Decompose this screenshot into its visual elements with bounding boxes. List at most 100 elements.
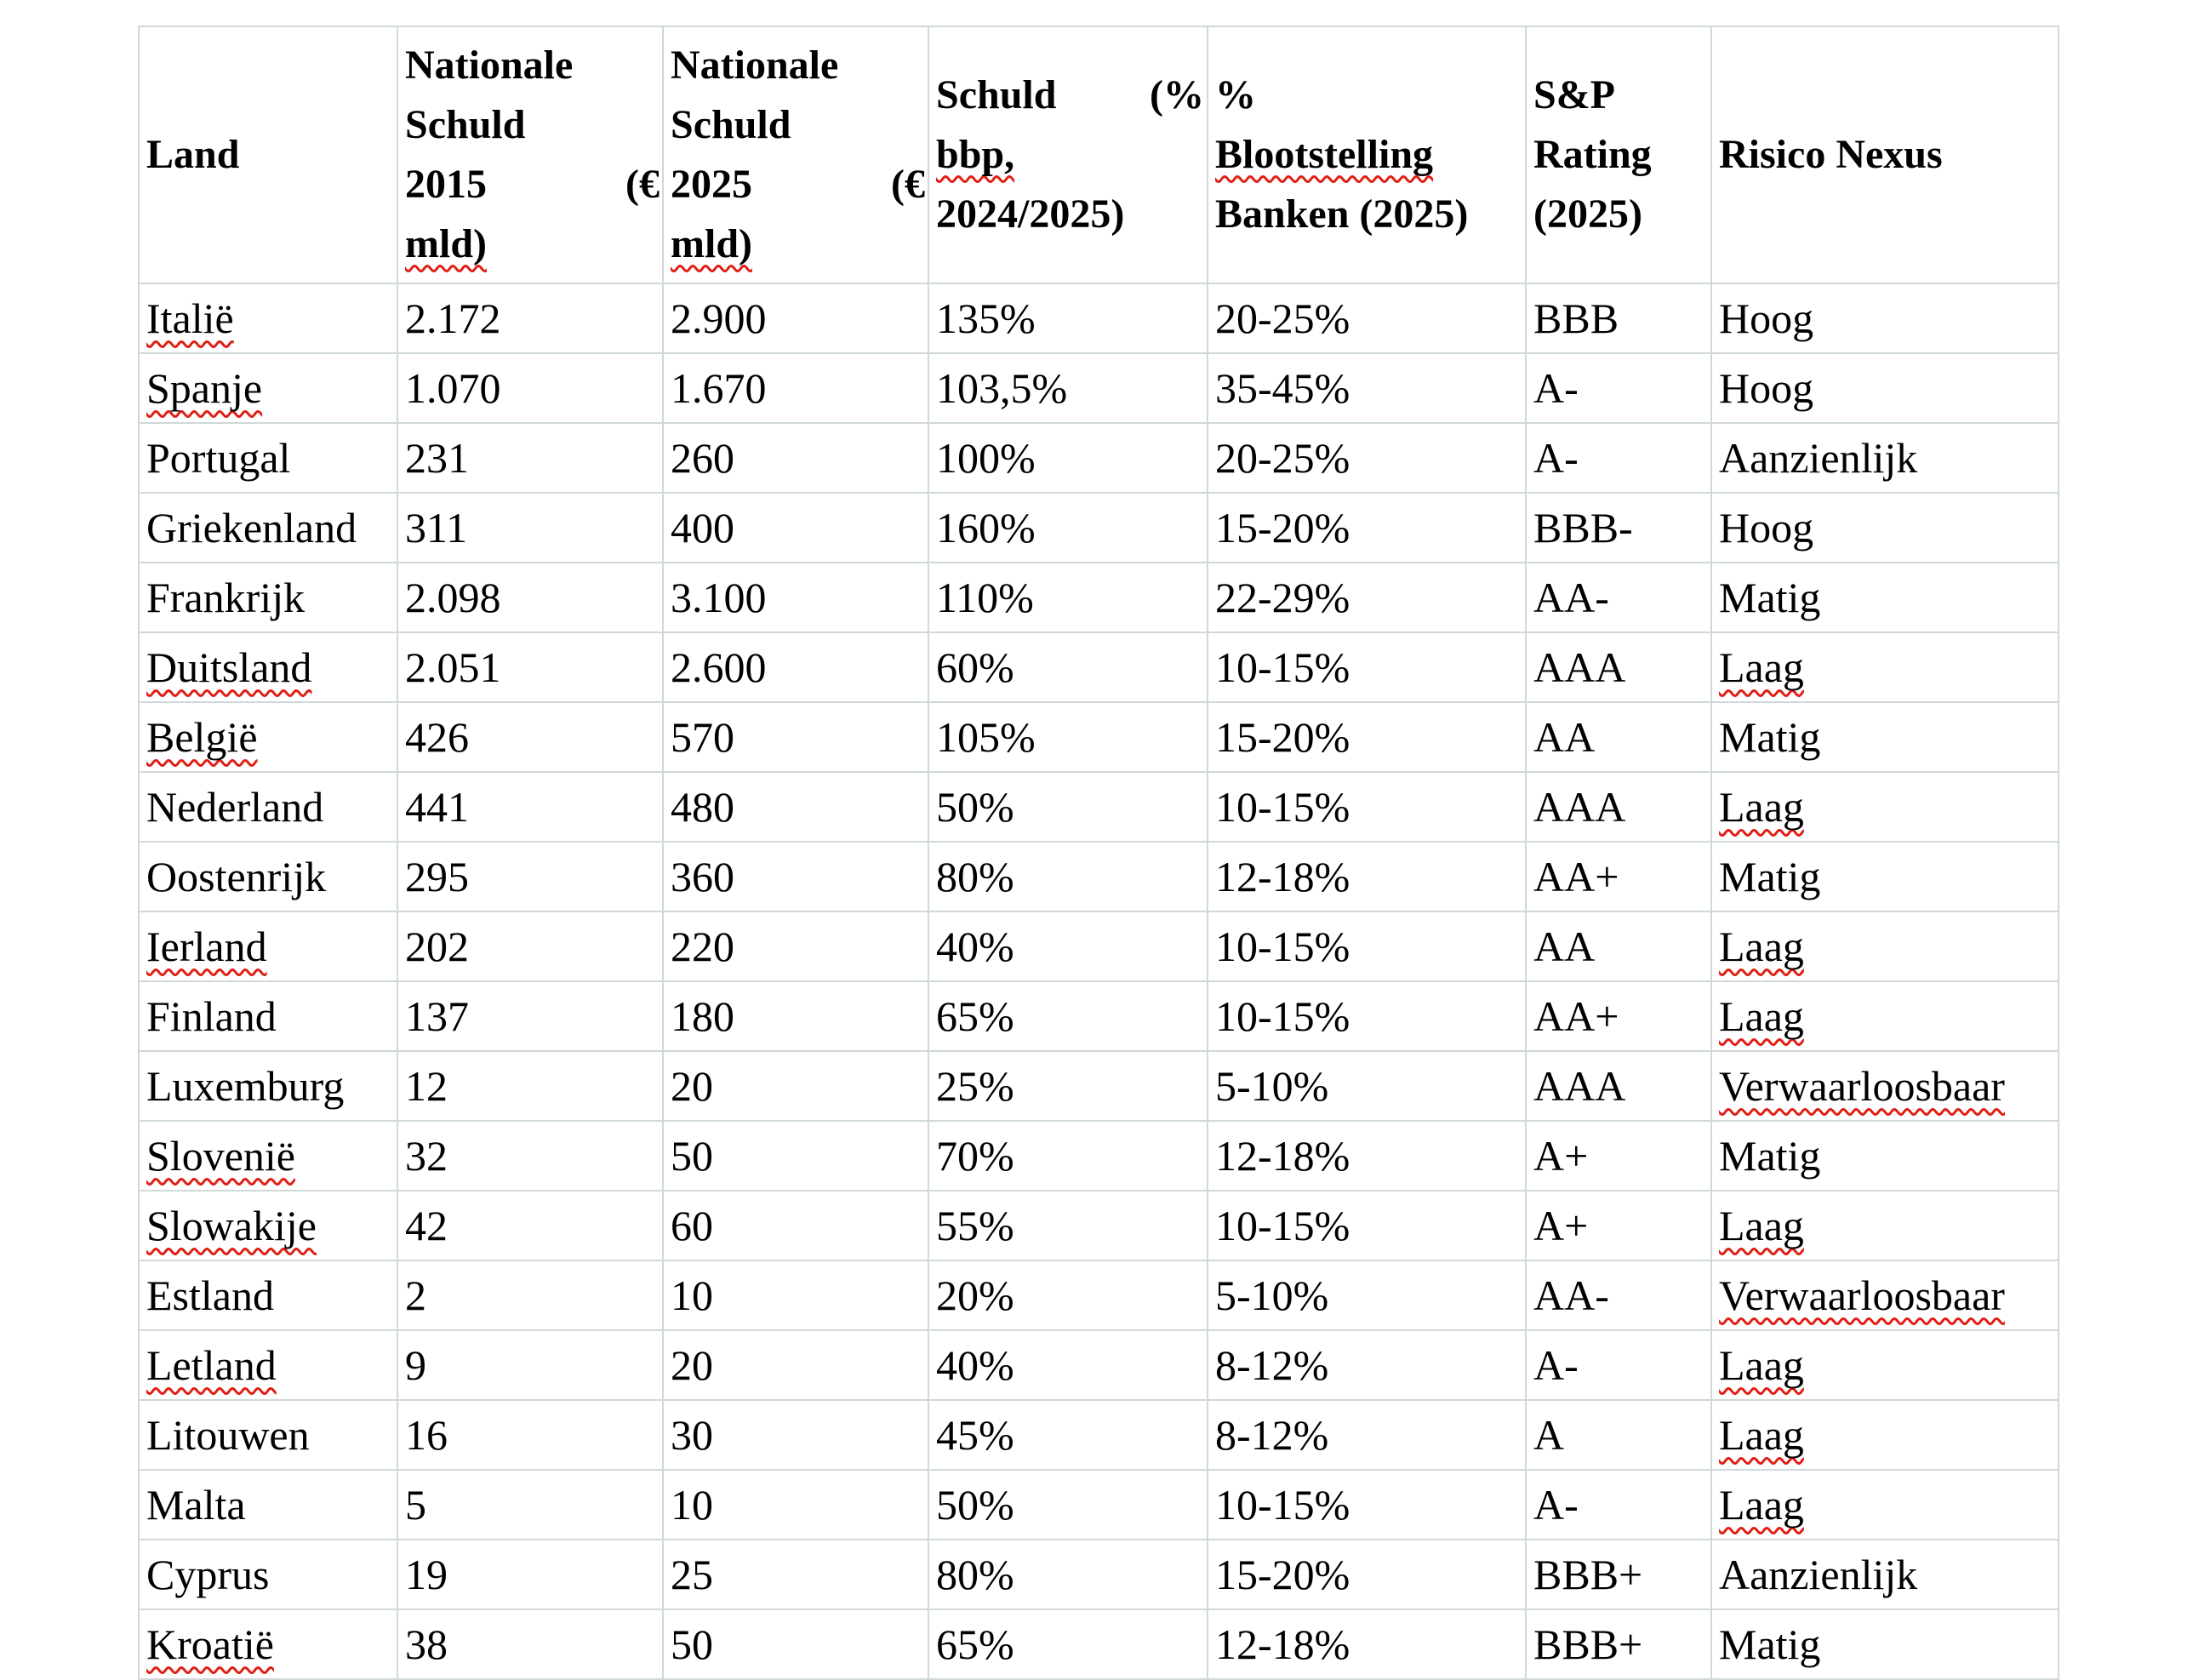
- country-cell: Nederland: [138, 771, 398, 843]
- risk-nexus-cell: Verwaarloosbaar: [1710, 1050, 2059, 1122]
- debt-2015-value: 441: [405, 783, 469, 831]
- document-page: Land Nationale Schuld 2015 (€ mld) Natio…: [138, 26, 2059, 1680]
- risk-nexus-value: Verwaarloosbaar: [1719, 1271, 2005, 1319]
- debt-gdp-cell: 65%: [928, 980, 1208, 1052]
- debt-2015-value: 2.172: [405, 294, 501, 342]
- header-line: mld): [405, 221, 487, 266]
- bank-exposure-value: 5-10%: [1215, 1271, 1329, 1319]
- country-label: Spanje: [146, 364, 263, 412]
- debt-2025-value: 10: [671, 1481, 713, 1529]
- sp-rating-value: AA-: [1533, 1271, 1609, 1319]
- header-line: 2024/2025): [936, 191, 1125, 237]
- debt-2025-cell: 400: [662, 492, 929, 563]
- country-cell: Frankrijk: [138, 562, 398, 633]
- country-label: Italië: [146, 294, 234, 342]
- table-row: Luxemburg 12 20 25% 5-10% AAA Verwaarloo…: [138, 1050, 2059, 1122]
- bank-exposure-value: 12-18%: [1215, 1620, 1350, 1668]
- table-row: Estland 2 10 20% 5-10% AA- Verwaarloosba…: [138, 1260, 2059, 1331]
- debt-2015-value: 2: [405, 1271, 426, 1319]
- debt-2015-value: 42: [405, 1202, 448, 1249]
- debt-2025-cell: 360: [662, 841, 929, 912]
- country-label: België: [146, 713, 258, 761]
- table-row: Portugal 231 260 100% 20-25% A- Aanzienl…: [138, 422, 2059, 494]
- header-line: 2015 (€: [405, 162, 660, 207]
- table-header: Land Nationale Schuld 2015 (€ mld) Natio…: [138, 26, 2059, 284]
- risk-nexus-value: Hoog: [1719, 504, 1814, 551]
- debt-gdp-cell: 20%: [928, 1260, 1208, 1331]
- debt-2025-cell: 2.600: [662, 631, 929, 703]
- sp-rating-value: A-: [1533, 1481, 1579, 1529]
- debt-2015-value: 9: [405, 1341, 426, 1389]
- country-label: Ierland: [146, 923, 267, 970]
- debt-2025-cell: 25: [662, 1539, 929, 1610]
- debt-2015-cell: 426: [397, 701, 664, 773]
- sp-rating-value: BBB+: [1533, 1620, 1643, 1668]
- risk-nexus-value: Hoog: [1719, 364, 1814, 412]
- debt-2025-cell: 30: [662, 1399, 929, 1471]
- risk-nexus-cell: Matig: [1710, 1120, 2059, 1191]
- debt-2015-cell: 2: [397, 1260, 664, 1331]
- risk-nexus-cell: Hoog: [1710, 352, 2059, 424]
- debt-gdp-cell: 55%: [928, 1190, 1208, 1261]
- debt-gdp-cell: 100%: [928, 422, 1208, 494]
- country-cell: Spanje: [138, 352, 398, 424]
- header-land: Land: [138, 26, 398, 284]
- debt-gdp-cell: 70%: [928, 1120, 1208, 1191]
- debt-2025-value: 50: [671, 1132, 713, 1180]
- risk-nexus-value: Aanzienlijk: [1719, 434, 1918, 482]
- table-row: Ierland 202 220 40% 10-15% AA Laag: [138, 911, 2059, 982]
- debt-2025-value: 400: [671, 504, 734, 551]
- debt-gdp-cell: 105%: [928, 701, 1208, 773]
- bank-exposure-value: 10-15%: [1215, 1481, 1350, 1529]
- sp-rating-value: BBB: [1533, 294, 1619, 342]
- header-line: 2025 (€: [671, 162, 925, 207]
- bank-exposure-cell: 15-20%: [1207, 492, 1527, 563]
- debt-gdp-cell: 50%: [928, 1469, 1208, 1540]
- debt-gdp-value: 65%: [936, 1620, 1014, 1668]
- debt-2025-cell: 10: [662, 1469, 929, 1540]
- country-label: Duitsland: [146, 643, 312, 691]
- debt-gdp-cell: 160%: [928, 492, 1208, 563]
- debt-2015-value: 2.051: [405, 643, 501, 691]
- table-row: Oostenrijk 295 360 80% 12-18% AA+ Matig: [138, 841, 2059, 912]
- country-cell: Italië: [138, 283, 398, 354]
- country-cell: Cyprus: [138, 1539, 398, 1610]
- risk-nexus-value: Aanzienlijk: [1719, 1551, 1918, 1598]
- risk-nexus-value: Laag: [1719, 1411, 1804, 1459]
- risk-nexus-value: Hoog: [1719, 294, 1814, 342]
- debt-2025-cell: 260: [662, 422, 929, 494]
- bank-exposure-value: 35-45%: [1215, 364, 1350, 412]
- bank-exposure-value: 10-15%: [1215, 1202, 1350, 1249]
- risk-nexus-cell: Aanzienlijk: [1710, 1539, 2059, 1610]
- debt-gdp-value: 45%: [936, 1411, 1014, 1459]
- debt-gdp-value: 135%: [936, 294, 1036, 342]
- header-line: Risico Nexus: [1719, 132, 1943, 177]
- debt-2025-value: 480: [671, 783, 734, 831]
- debt-2015-cell: 5: [397, 1469, 664, 1540]
- debt-2015-cell: 2.098: [397, 562, 664, 633]
- debt-2025-cell: 50: [662, 1609, 929, 1680]
- debt-2025-value: 260: [671, 434, 734, 482]
- debt-gdp-value: 65%: [936, 992, 1014, 1040]
- debt-gdp-value: 160%: [936, 504, 1036, 551]
- country-label: Letland: [146, 1341, 277, 1389]
- bank-exposure-cell: 20-25%: [1207, 283, 1527, 354]
- debt-gdp-value: 105%: [936, 713, 1036, 761]
- country-label: Nederland: [146, 783, 324, 831]
- debt-2015-cell: 202: [397, 911, 664, 982]
- bank-exposure-value: 10-15%: [1215, 643, 1350, 691]
- sp-rating-cell: AAA: [1525, 1050, 1712, 1122]
- header-line: Banken (2025): [1215, 191, 1469, 237]
- country-label: Finland: [146, 992, 277, 1040]
- country-cell: Portugal: [138, 422, 398, 494]
- table-row: Cyprus 19 25 80% 15-20% BBB+ Aanzienlijk: [138, 1539, 2059, 1610]
- header-row: Land Nationale Schuld 2015 (€ mld) Natio…: [138, 26, 2059, 284]
- table-row: Malta 5 10 50% 10-15% A- Laag: [138, 1469, 2059, 1540]
- debt-gdp-cell: 103,5%: [928, 352, 1208, 424]
- debt-2025-value: 20: [671, 1341, 713, 1389]
- sp-rating-value: AAA: [1533, 1062, 1626, 1110]
- debt-2025-cell: 60: [662, 1190, 929, 1261]
- sp-rating-value: A-: [1533, 1341, 1579, 1389]
- debt-gdp-cell: 65%: [928, 1609, 1208, 1680]
- debt-2025-value: 2.900: [671, 294, 767, 342]
